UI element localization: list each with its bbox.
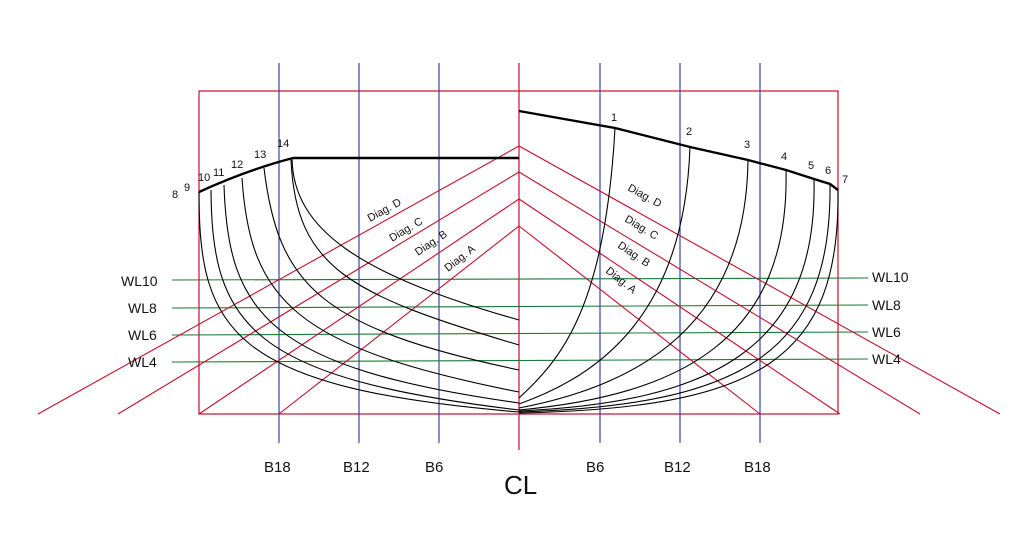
- waterline-wl8: [171, 304, 869, 309]
- diagonal-c-left: [117, 171, 520, 415]
- diagonal-d-left: [37, 145, 520, 415]
- station-curve-13: [263, 167, 520, 371]
- sheer-line-left: [198, 156, 519, 194]
- station-curve-3: [518, 159, 749, 409]
- waterline-label-wl4-left: WL4: [128, 354, 157, 370]
- waterline-label-wl8-right: WL8: [872, 297, 901, 313]
- waterline-label-wl6-left: WL6: [128, 327, 157, 343]
- diagonal-c-right: [518, 171, 921, 415]
- waterline-label-wl10-right: WL10: [872, 269, 909, 285]
- waterline-wl10: [171, 277, 869, 281]
- station-labels: 8 9 10 11 12 13 14 1 2 3 4 5 6 7: [172, 112, 848, 201]
- diagonal-a-left: [278, 225, 520, 415]
- station-label-10: 10: [198, 172, 210, 184]
- station-curve-11: [223, 184, 520, 404]
- station-curve-2: [518, 146, 691, 405]
- diagonal-label-d-right: Diag. D: [626, 182, 664, 210]
- buttock-label-b6-right: B6: [586, 459, 604, 476]
- station-label-1: 1: [611, 112, 617, 124]
- diagonal-label-a-right: Diag. A: [603, 265, 639, 297]
- station-label-6: 6: [825, 165, 831, 177]
- station-label-5: 5: [808, 160, 814, 172]
- buttock-labels: B18 B12 B6 B6 B12 B18: [264, 459, 771, 476]
- station-label-7: 7: [842, 174, 848, 186]
- diagonal-b-right: [518, 198, 841, 415]
- buttock-label-b6-left: B6: [425, 459, 443, 476]
- waterline-label-wl6-right: WL6: [872, 324, 901, 340]
- diagonal-d-right: [518, 145, 1001, 415]
- waterline-label-wl8-left: WL8: [128, 300, 157, 316]
- waterline-wl4: [171, 358, 869, 363]
- station-curve-14: [290, 159, 520, 346]
- diagonal-label-b-right: Diag. B: [615, 240, 652, 270]
- station-curve-4: [518, 169, 787, 411]
- station-label-9: 9: [184, 182, 190, 194]
- waterlines: [171, 277, 869, 363]
- station-curves-right: [518, 127, 839, 414]
- waterline-label-wl10-left: WL10: [121, 273, 158, 289]
- waterline-labels: WL10 WL8 WL6 WL4 WL10 WL8 WL6 WL4: [121, 269, 909, 370]
- station-label-12: 12: [231, 159, 243, 171]
- diagonal-lines: [37, 145, 1001, 415]
- waterline-wl6: [171, 331, 869, 336]
- station-curve-12: [241, 177, 520, 393]
- station-label-8: 8: [172, 189, 178, 201]
- station-curve-7: [518, 189, 839, 414]
- buttock-label-b12-left: B12: [343, 459, 370, 476]
- station-label-11: 11: [213, 167, 224, 179]
- station-curve-15: [291, 157, 520, 321]
- station-label-14: 14: [277, 138, 289, 150]
- diagonal-labels-right: Diag. D Diag. C Diag. B Diag. A: [603, 182, 663, 296]
- station-label-13: 13: [254, 149, 266, 161]
- diagonal-a-right: [518, 225, 761, 415]
- station-curve-5: [518, 178, 815, 412]
- station-curves-left: [198, 157, 520, 413]
- diagonal-labels-left: Diag. D Diag. C Diag. B Diag. A: [366, 196, 479, 274]
- station-label-2: 2: [686, 126, 692, 138]
- station-curve-6: [518, 183, 831, 413]
- station-label-4: 4: [781, 151, 787, 163]
- station-label-3: 3: [744, 139, 750, 151]
- station-curve-10: [210, 189, 520, 411]
- buttock-label-b18-left: B18: [264, 459, 291, 476]
- buttock-label-b18-right: B18: [744, 459, 771, 476]
- diagonal-b-left: [198, 198, 520, 415]
- sheer-line-right: [518, 109, 839, 191]
- station-curve-8: [198, 191, 520, 413]
- buttock-label-b12-right: B12: [664, 459, 691, 476]
- waterline-label-wl4-right: WL4: [872, 351, 901, 367]
- station-curve-1: [518, 127, 616, 399]
- centerline-label: CL: [504, 470, 537, 500]
